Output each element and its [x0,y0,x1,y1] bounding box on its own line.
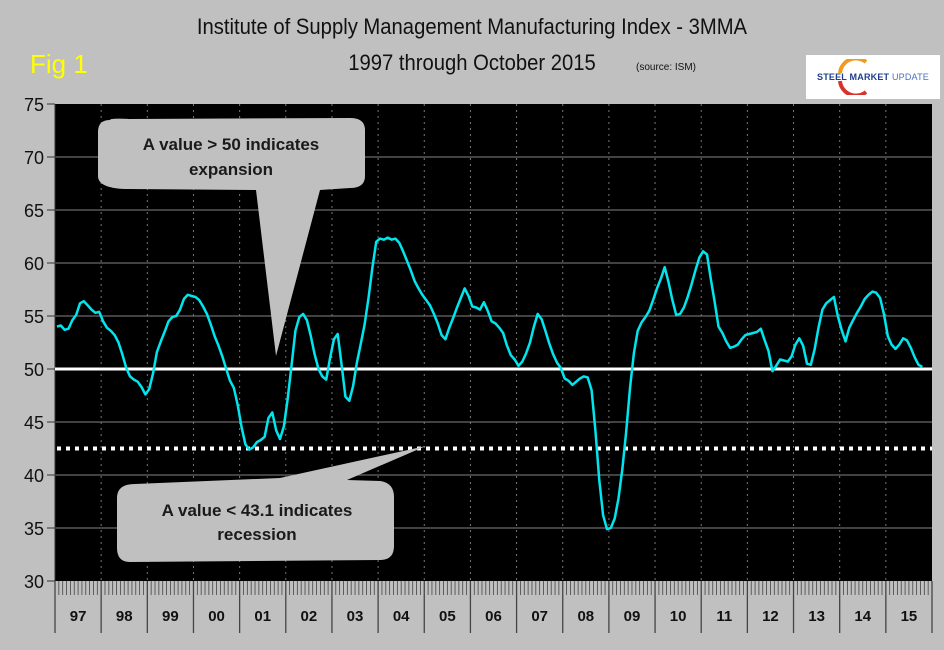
callout-expansion-bubble [98,118,365,356]
logo-word-market: MARKET [849,72,890,82]
y-tick-label: 70 [24,148,44,168]
callout-expansion-line1: A value > 50 indicates [143,135,320,154]
y-tick-label: 45 [24,413,44,433]
x-tick-label: 00 [208,608,225,625]
y-tick-label: 60 [24,254,44,274]
callout-recession-line2: recession [217,525,296,544]
x-tick-label: 97 [70,608,87,625]
x-tick-label: 03 [347,608,364,625]
x-tick-label: 98 [116,608,133,625]
x-tick-label: 15 [901,608,918,625]
x-tick-label: 04 [393,608,410,625]
x-tick-label: 99 [162,608,179,625]
chart-subtitle: 1997 through October 2015 [348,50,596,75]
chart-title: Institute of Supply Management Manufactu… [196,14,748,39]
x-tick-label: 11 [716,608,732,625]
callout-recession: A value < 43.1 indicates recession [117,446,426,562]
x-tick-label: 14 [854,608,871,625]
y-tick-label: 75 [24,95,44,115]
y-tick-label: 65 [24,201,44,221]
steel-market-update-logo: STEEL MARKET UPDATE [806,55,940,99]
logo-arc-icon [838,59,868,95]
x-tick-label: 05 [439,608,456,625]
figure-label: Fig 1 [30,49,88,79]
y-axis: 30 35 40 45 50 55 60 65 70 75 [24,95,56,592]
x-tick-label: 10 [670,608,687,625]
y-tick-label: 50 [24,360,44,380]
x-tick-label: 08 [577,608,594,625]
callout-recession-bubble [117,446,426,562]
x-tick-label: 13 [808,608,825,625]
callout-expansion-line2: expansion [189,160,273,179]
logo-word-update: UPDATE [891,72,929,82]
x-axis: 97 98 99 00 01 02 03 04 05 06 07 08 09 10 11 12 13 14 15 [54,581,933,633]
x-tick-label: 02 [301,608,318,625]
y-tick-label: 55 [24,307,44,327]
logo-word-steel: STEEL [817,72,847,82]
source-note: (source: ISM) [636,62,697,73]
series-line-ism-3mma [56,236,923,531]
y-tick-label: 30 [24,572,44,592]
x-tick-label: 01 [254,608,271,625]
y-tick-label: 35 [24,519,44,539]
x-tick-label: 06 [485,608,502,625]
x-tick-label: 07 [531,608,548,625]
callout-recession-line1: A value < 43.1 indicates [162,501,353,520]
logo-text: STEEL MARKET UPDATE [817,72,929,82]
x-tick-label: 09 [624,608,641,625]
y-tick-label: 40 [24,466,44,486]
x-tick-label: 12 [762,608,779,625]
callout-expansion: A value > 50 indicates expansion [98,118,365,356]
